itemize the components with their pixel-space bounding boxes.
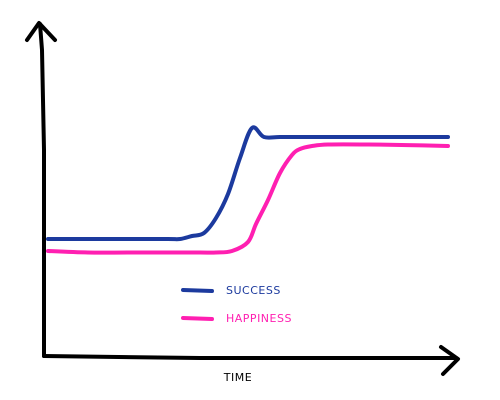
legend: SUCCESS HAPPINESS — [181, 284, 292, 325]
axes: TIME — [25, 21, 460, 384]
legend-label-success: SUCCESS — [226, 284, 281, 297]
x-axis — [42, 354, 458, 360]
x-axis-arrowhead — [439, 345, 460, 376]
series-layer — [46, 125, 450, 255]
legend-label-happiness: HAPPINESS — [226, 312, 292, 325]
y-axis — [38, 22, 46, 358]
legend-swatch-success — [181, 288, 214, 293]
series-line-happiness — [46, 142, 450, 255]
y-axis-arrowhead — [25, 21, 57, 42]
legend-swatch-happiness — [181, 316, 214, 321]
series-line-success — [46, 125, 450, 242]
x-axis-label: TIME — [223, 371, 252, 384]
